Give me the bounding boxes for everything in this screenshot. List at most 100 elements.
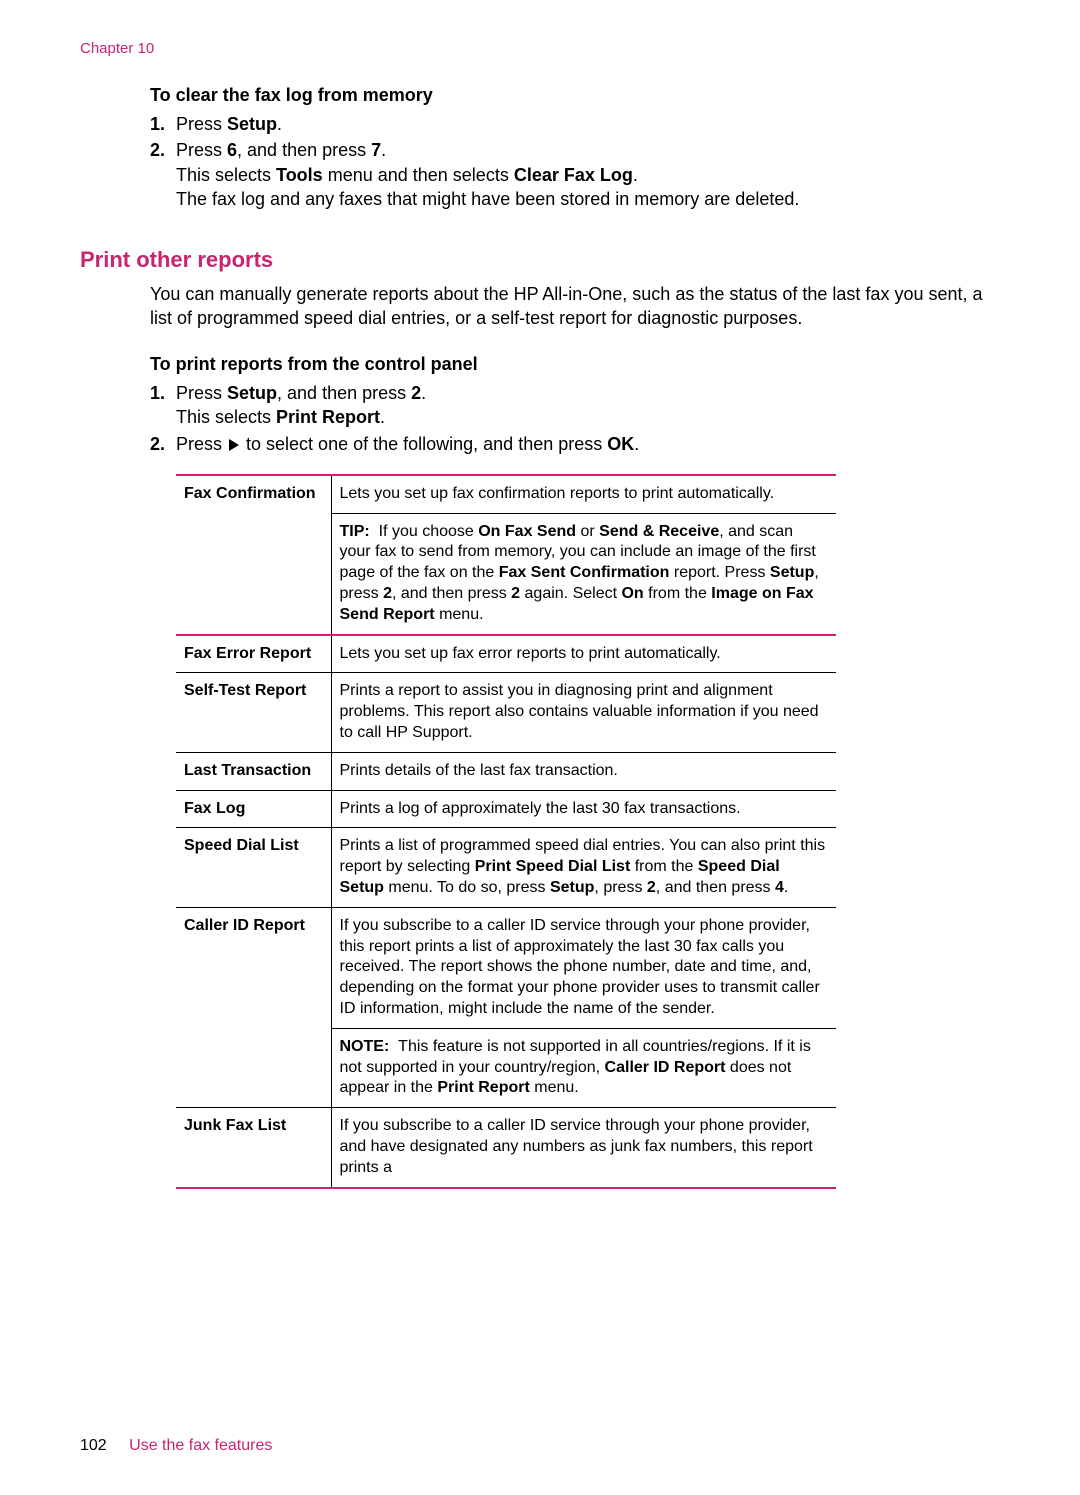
text: menu. [530, 1079, 579, 1096]
row-label: Speed Dial List [176, 828, 331, 907]
table-row: Junk Fax List If you subscribe to a call… [176, 1108, 836, 1188]
table-row: Fax Error Report Lets you set up fax err… [176, 635, 836, 673]
table-row: Self-Test Report Prints a report to assi… [176, 673, 836, 752]
text-bold: Fax Sent Confirmation [499, 564, 670, 581]
step-body: Press 6, and then press 7. This selects … [176, 138, 990, 211]
note-label: NOTE: [340, 1038, 390, 1055]
text: Press [176, 140, 227, 160]
row-desc: If you subscribe to a caller ID service … [331, 907, 836, 1028]
text: . [381, 140, 386, 160]
footer-section: Use the fax features [129, 1437, 272, 1454]
text: . [634, 434, 639, 454]
text-bold: Print Speed Dial List [475, 858, 631, 875]
row-label: Self-Test Report [176, 673, 331, 752]
row-label: Fax Error Report [176, 635, 331, 673]
text-bold: Caller ID Report [605, 1059, 726, 1076]
table-row: Last Transaction Prints details of the l… [176, 752, 836, 790]
text-bold: Print Report [437, 1079, 529, 1096]
step-number: 2. [150, 432, 176, 456]
text: menu. [435, 606, 484, 623]
tip-label: TIP: [340, 523, 370, 540]
step-body: Press Setup. [176, 112, 990, 136]
row-label: Caller ID Report [176, 907, 331, 1107]
text: from the [644, 585, 712, 602]
text: . [784, 879, 788, 896]
row-label: Last Transaction [176, 752, 331, 790]
text: The fax log and any faxes that might hav… [176, 189, 799, 209]
row-desc: Lets you set up fax confirmation reports… [331, 475, 836, 513]
text: . [277, 114, 282, 134]
text: This selects [176, 407, 276, 427]
chapter-label: Chapter 10 [80, 40, 990, 57]
step-body: Press to select one of the following, an… [176, 432, 990, 456]
row-note: NOTE: This feature is not supported in a… [331, 1028, 836, 1107]
row-desc: Prints a report to assist you in diagnos… [331, 673, 836, 752]
text-bold: 2 [647, 879, 656, 896]
row-label: Fax Confirmation [176, 475, 331, 635]
table-row: Fax Confirmation Lets you set up fax con… [176, 475, 836, 513]
text: . [421, 383, 426, 403]
page-footer: 102 Use the fax features [80, 1437, 272, 1455]
clear-fax-step-2: 2. Press 6, and then press 7. This selec… [150, 138, 990, 211]
row-desc: Lets you set up fax error reports to pri… [331, 635, 836, 673]
text: menu. To do so, press [384, 879, 550, 896]
text: report. Press [669, 564, 769, 581]
text-bold: 4 [775, 879, 784, 896]
row-desc: Prints a log of approximately the last 3… [331, 790, 836, 828]
text: Press [176, 383, 227, 403]
text-bold: On Fax Send [478, 523, 576, 540]
table-row: Fax Log Prints a log of approximately th… [176, 790, 836, 828]
step-number: 2. [150, 138, 176, 211]
report-table: Fax Confirmation Lets you set up fax con… [176, 474, 836, 1189]
text: , and then press [656, 879, 775, 896]
table-row: Caller ID Report If you subscribe to a c… [176, 907, 836, 1028]
text-bold: Setup [227, 114, 277, 134]
text-bold: 2 [411, 383, 421, 403]
clear-fax-step-1: 1. Press Setup. [150, 112, 990, 136]
print-reports-step-2: 2. Press to select one of the following,… [150, 432, 990, 456]
text-bold: 2 [511, 585, 520, 602]
text: , and then press [277, 383, 411, 403]
text-bold: Print Report [276, 407, 380, 427]
text: Press [176, 434, 227, 454]
text: . [633, 165, 638, 185]
text-bold: Setup [550, 879, 594, 896]
text: from the [630, 858, 698, 875]
row-tip: TIP: If you choose On Fax Send or Send &… [331, 513, 836, 634]
print-reports-step-1: 1. Press Setup, and then press 2. This s… [150, 381, 990, 430]
text-bold: Setup [770, 564, 814, 581]
text-bold: Tools [276, 165, 323, 185]
text: Press [176, 114, 227, 134]
step-number: 1. [150, 112, 176, 136]
text-bold: OK [607, 434, 634, 454]
table-row: Speed Dial List Prints a list of program… [176, 828, 836, 907]
page-number: 102 [80, 1437, 107, 1454]
print-reports-subheading: To print reports from the control panel [150, 354, 990, 375]
text: , press [594, 879, 646, 896]
text: , and then press [237, 140, 371, 160]
row-label: Fax Log [176, 790, 331, 828]
text: , and then press [392, 585, 511, 602]
text-bold: Clear Fax Log [514, 165, 633, 185]
text: to select one of the following, and then… [241, 434, 607, 454]
row-desc: Prints details of the last fax transacti… [331, 752, 836, 790]
step-body: Press Setup, and then press 2. This sele… [176, 381, 990, 430]
row-desc: Prints a list of programmed speed dial e… [331, 828, 836, 907]
text-bold: On [621, 585, 643, 602]
text: again. Select [520, 585, 621, 602]
text-bold: 7 [371, 140, 381, 160]
text: . [380, 407, 385, 427]
text: This selects [176, 165, 276, 185]
print-reports-intro: You can manually generate reports about … [150, 283, 990, 330]
text-bold: Setup [227, 383, 277, 403]
text: If you choose [379, 523, 479, 540]
print-other-reports-title: Print other reports [80, 247, 990, 273]
step-number: 1. [150, 381, 176, 430]
clear-fax-heading: To clear the fax log from memory [150, 85, 990, 106]
text-bold: 6 [227, 140, 237, 160]
row-desc: If you subscribe to a caller ID service … [331, 1108, 836, 1188]
right-arrow-icon [229, 439, 239, 451]
text-bold: Send & Receive [599, 523, 719, 540]
text: or [576, 523, 599, 540]
text-bold: 2 [383, 585, 392, 602]
